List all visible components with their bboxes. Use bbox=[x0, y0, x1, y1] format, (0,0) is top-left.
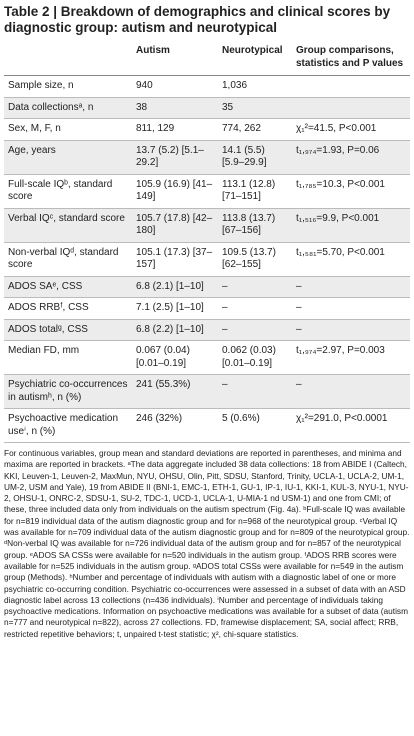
table-cell: 6.8 (2.1) [1–10] bbox=[132, 276, 218, 298]
table-cell: t₁,₉₇₄=2.97, P=0.003 bbox=[292, 340, 410, 375]
row-label: Sample size, n bbox=[4, 75, 132, 98]
table-title: Table 2 | Breakdown of demographics and … bbox=[4, 4, 391, 35]
table-row: ADOS totalᵍ, CSS 6.8 (2.2) [1–10] – – bbox=[4, 319, 410, 341]
table-cell: 113.1 (12.8) [71–151] bbox=[218, 174, 292, 209]
table-cell bbox=[292, 75, 410, 98]
footnote: For continuous variables, group mean and… bbox=[4, 448, 410, 639]
table-cell bbox=[292, 97, 410, 119]
table-cell: 13.7 (5.2) [5.1–29.2] bbox=[132, 140, 218, 175]
page: Table 2 | Breakdown of demographics and … bbox=[4, 4, 410, 639]
table-cell: 7.1 (2.5) [1–10] bbox=[132, 297, 218, 320]
header-cell: Group comparisons, statistics and P valu… bbox=[292, 42, 410, 76]
row-label: Psychoactive medication useⁱ, n (%) bbox=[4, 408, 132, 443]
header-cell: Neurotypical bbox=[218, 42, 292, 76]
table-row: Data collectionsᵃ, n 38 35 bbox=[4, 97, 410, 119]
row-label: Age, years bbox=[4, 140, 132, 175]
table-cell: – bbox=[292, 297, 410, 320]
table-cell: – bbox=[292, 276, 410, 298]
row-label: ADOS SAᵉ, CSS bbox=[4, 276, 132, 298]
table-cell: t₁,₉₇₄=1.93, P=0.06 bbox=[292, 140, 410, 175]
table-cell: 1,036 bbox=[218, 75, 292, 98]
table-row: ADOS RRBᶠ, CSS 7.1 (2.5) [1–10] – – bbox=[4, 297, 410, 320]
table-cell: 246 (32%) bbox=[132, 408, 218, 443]
table-row: Sex, M, F, n 811, 129 774, 262 χ₁²=41.5, P<… bbox=[4, 118, 410, 141]
table-cell: 811, 129 bbox=[132, 118, 218, 141]
row-label: Verbal IQᶜ, standard score bbox=[4, 208, 132, 243]
table-cell: – bbox=[292, 319, 410, 341]
table-row: Full-scale IQᵇ, standard score 105.9 (16.… bbox=[4, 174, 410, 209]
table-cell: t₁,₅₁₆=9.9, P<0.001 bbox=[292, 208, 410, 243]
row-label: Median FD, mm bbox=[4, 340, 132, 375]
table-cell: χ₁²=291.0, P<0.0001 bbox=[292, 408, 410, 443]
table-cell: 241 (55.3%) bbox=[132, 374, 218, 409]
table-row: Age, years 13.7 (5.2) [5.1–29.2] 14.1 (5.5… bbox=[4, 140, 410, 175]
table-row: Non-verbal IQᵈ, standard score 105.1 (17.… bbox=[4, 242, 410, 277]
table-cell: 774, 262 bbox=[218, 118, 292, 141]
table-cell: – bbox=[218, 276, 292, 298]
table-cell: 940 bbox=[132, 75, 218, 98]
table: Autism Neurotypical Group comparisons, sta… bbox=[4, 42, 410, 443]
table-cell: χ₁²=41.5, P<0.001 bbox=[292, 118, 410, 141]
table-row: ADOS SAᵉ, CSS 6.8 (2.1) [1–10] – – bbox=[4, 276, 410, 298]
table-row: Verbal IQᶜ, standard score 105.7 (17.8) [… bbox=[4, 208, 410, 243]
table-cell: 38 bbox=[132, 97, 218, 119]
table-row: Sample size, n 940 1,036 bbox=[4, 75, 410, 98]
row-label: Data collectionsᵃ, n bbox=[4, 97, 132, 119]
row-label: ADOS totalᵍ, CSS bbox=[4, 319, 132, 341]
table-cell: 5 (0.6%) bbox=[218, 408, 292, 443]
table-cell: t₁,₅₈₁=5.70, P<0.001 bbox=[292, 242, 410, 277]
table-cell: 105.7 (17.8) [42–180] bbox=[132, 208, 218, 243]
table-body: Sample size, n 940 1,036 Data collectionsᵃ,… bbox=[4, 75, 410, 443]
table-row: Psychiatric co-occurrences in autismʰ, n… bbox=[4, 374, 410, 409]
table-cell: 6.8 (2.2) [1–10] bbox=[132, 319, 218, 341]
table-cell: 113.8 (13.7) [67–156] bbox=[218, 208, 292, 243]
table-cell: 105.1 (17.3) [37–157] bbox=[132, 242, 218, 277]
table-cell: 35 bbox=[218, 97, 292, 119]
table-cell: – bbox=[218, 319, 292, 341]
table-cell: 14.1 (5.5) [5.9–29.9] bbox=[218, 140, 292, 175]
row-label: Non-verbal IQᵈ, standard score bbox=[4, 242, 132, 277]
table-row: Median FD, mm 0.067 (0.04) [0.01–0.19] 0.0… bbox=[4, 340, 410, 375]
table-cell: – bbox=[218, 297, 292, 320]
table-cell: 109.5 (13.7) [62–155] bbox=[218, 242, 292, 277]
header-cell bbox=[4, 42, 132, 76]
table-cell: 105.9 (16.9) [41–149] bbox=[132, 174, 218, 209]
table-cell: t₁,₇₈₅=10.3, P<0.001 bbox=[292, 174, 410, 209]
header-cell: Autism bbox=[132, 42, 218, 76]
row-label: Full-scale IQᵇ, standard score bbox=[4, 174, 132, 209]
table-cell: 0.067 (0.04) [0.01–0.19] bbox=[132, 340, 218, 375]
table-cell: – bbox=[218, 374, 292, 409]
row-label: Sex, M, F, n bbox=[4, 118, 132, 141]
row-label: Psychiatric co-occurrences in autismʰ, n… bbox=[4, 374, 132, 409]
table-cell: 0.062 (0.03) [0.01–0.19] bbox=[218, 340, 292, 375]
table-cell: – bbox=[292, 374, 410, 409]
row-label: ADOS RRBᶠ, CSS bbox=[4, 297, 132, 320]
header-row: Autism Neurotypical Group comparisons, sta… bbox=[4, 42, 410, 76]
table-row: Psychoactive medication useⁱ, n (%) 246 (… bbox=[4, 408, 410, 443]
